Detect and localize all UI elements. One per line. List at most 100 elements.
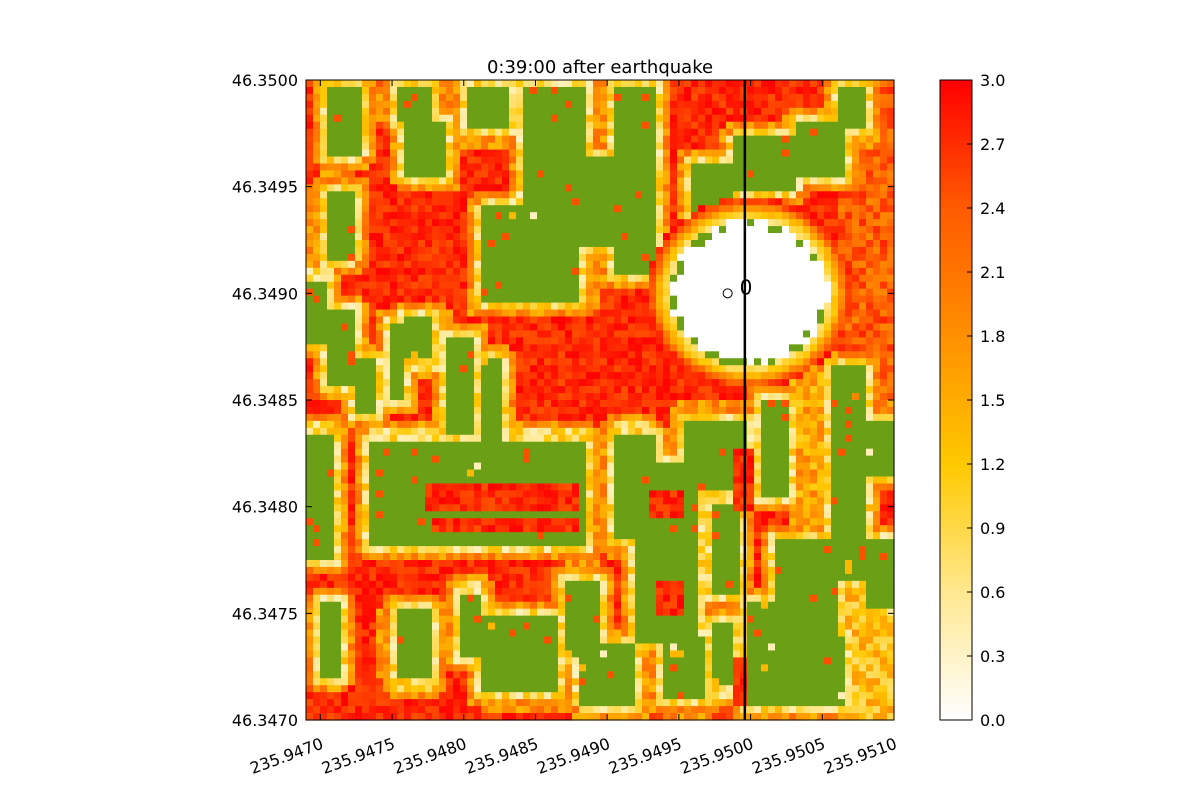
- heat-cell: [348, 253, 356, 262]
- heat-cell: [586, 80, 594, 88]
- heat-cell: [684, 351, 692, 359]
- heat-cell: [544, 86, 552, 95]
- heat-cell: [397, 253, 405, 262]
- heat-cell: [397, 393, 405, 401]
- heat-cell: [551, 490, 559, 498]
- heat-cell: [586, 323, 594, 332]
- heat-cell: [355, 337, 363, 345]
- heat-cell: [579, 219, 587, 227]
- heat-cell: [397, 316, 405, 325]
- heat-cell: [670, 365, 678, 373]
- heat-cell: [565, 427, 573, 436]
- heat-cell: [586, 86, 594, 95]
- heat-cell: [320, 121, 328, 130]
- heat-cell: [607, 309, 615, 318]
- heat-cell: [418, 337, 426, 345]
- heat-cell: [852, 448, 860, 457]
- heat-cell: [726, 281, 734, 290]
- heat-cell: [789, 344, 797, 352]
- heat-cell: [341, 400, 349, 408]
- heat-cell: [712, 393, 720, 401]
- heat-cell: [698, 351, 706, 359]
- heat-cell: [565, 448, 573, 457]
- heat-cell: [698, 274, 706, 283]
- heat-cell: [509, 240, 517, 248]
- heat-cell: [411, 372, 419, 380]
- heat-cell: [369, 93, 377, 102]
- heat-cell: [383, 212, 391, 220]
- heat-cell: [467, 490, 475, 498]
- heat-cell: [712, 420, 720, 429]
- heat-cell: [845, 253, 853, 262]
- heat-cell: [355, 427, 363, 436]
- heat-cell: [411, 379, 419, 387]
- heat-cell: [733, 135, 741, 144]
- heat-cell: [502, 316, 510, 325]
- heat-cell: [754, 434, 762, 443]
- heat-cell: [551, 184, 559, 192]
- heat-cell: [635, 177, 643, 185]
- heat-cell: [376, 156, 384, 165]
- heat-cell: [691, 253, 699, 262]
- heat-cell: [334, 351, 342, 359]
- heat-cell: [460, 386, 468, 394]
- heat-cell: [733, 413, 741, 422]
- heat-cell: [425, 86, 433, 95]
- heat-cell: [649, 240, 657, 248]
- heat-cell: [502, 226, 510, 234]
- heat-cell: [467, 246, 475, 255]
- heat-cell: [544, 302, 552, 311]
- heat-cell: [817, 128, 825, 137]
- heat-cell: [411, 469, 419, 478]
- heat-cell: [481, 233, 489, 241]
- heat-cell: [432, 400, 440, 408]
- heat-cell: [446, 448, 454, 457]
- heat-cell: [607, 142, 615, 151]
- heat-cell: [446, 260, 454, 269]
- heat-cell: [712, 330, 720, 338]
- heat-cell: [404, 274, 412, 283]
- heat-cell: [803, 226, 811, 234]
- heat-cell: [320, 309, 328, 318]
- heat-cell: [341, 295, 349, 304]
- heat-cell: [432, 177, 440, 185]
- heat-cell: [747, 344, 755, 352]
- heat-cell: [593, 149, 601, 158]
- heat-cell: [824, 420, 832, 429]
- heat-cell: [691, 274, 699, 283]
- heat-cell: [467, 288, 475, 297]
- heat-cell: [614, 413, 622, 422]
- heat-cell: [824, 100, 832, 109]
- heat-cell: [614, 365, 622, 373]
- heat-cell: [460, 309, 468, 318]
- heat-cell: [376, 226, 384, 234]
- heat-cell: [887, 114, 895, 123]
- heat-cell: [887, 309, 895, 318]
- heat-cell: [453, 469, 461, 478]
- heat-cell: [523, 490, 531, 498]
- heat-cell: [327, 455, 335, 464]
- heat-cell: [446, 128, 454, 137]
- heat-cell: [516, 142, 524, 151]
- heat-cell: [873, 260, 881, 269]
- heat-cell: [761, 413, 769, 422]
- heat-cell: [362, 177, 370, 185]
- heat-cell: [383, 219, 391, 227]
- heat-cell: [369, 441, 377, 450]
- heat-cell: [614, 233, 622, 241]
- heat-cell: [761, 212, 769, 220]
- heat-cell: [635, 434, 643, 443]
- heat-cell: [663, 86, 671, 95]
- heat-cell: [523, 198, 531, 206]
- heat-cell: [761, 316, 769, 325]
- heat-cell: [306, 483, 314, 492]
- heat-cell: [481, 121, 489, 130]
- heat-cell: [565, 212, 573, 220]
- heat-cell: [327, 420, 335, 429]
- heat-cell: [733, 107, 741, 116]
- heat-cell: [453, 260, 461, 269]
- heat-cell: [817, 288, 825, 297]
- heat-cell: [586, 413, 594, 422]
- heat-cell: [390, 219, 398, 227]
- heat-cell: [467, 281, 475, 290]
